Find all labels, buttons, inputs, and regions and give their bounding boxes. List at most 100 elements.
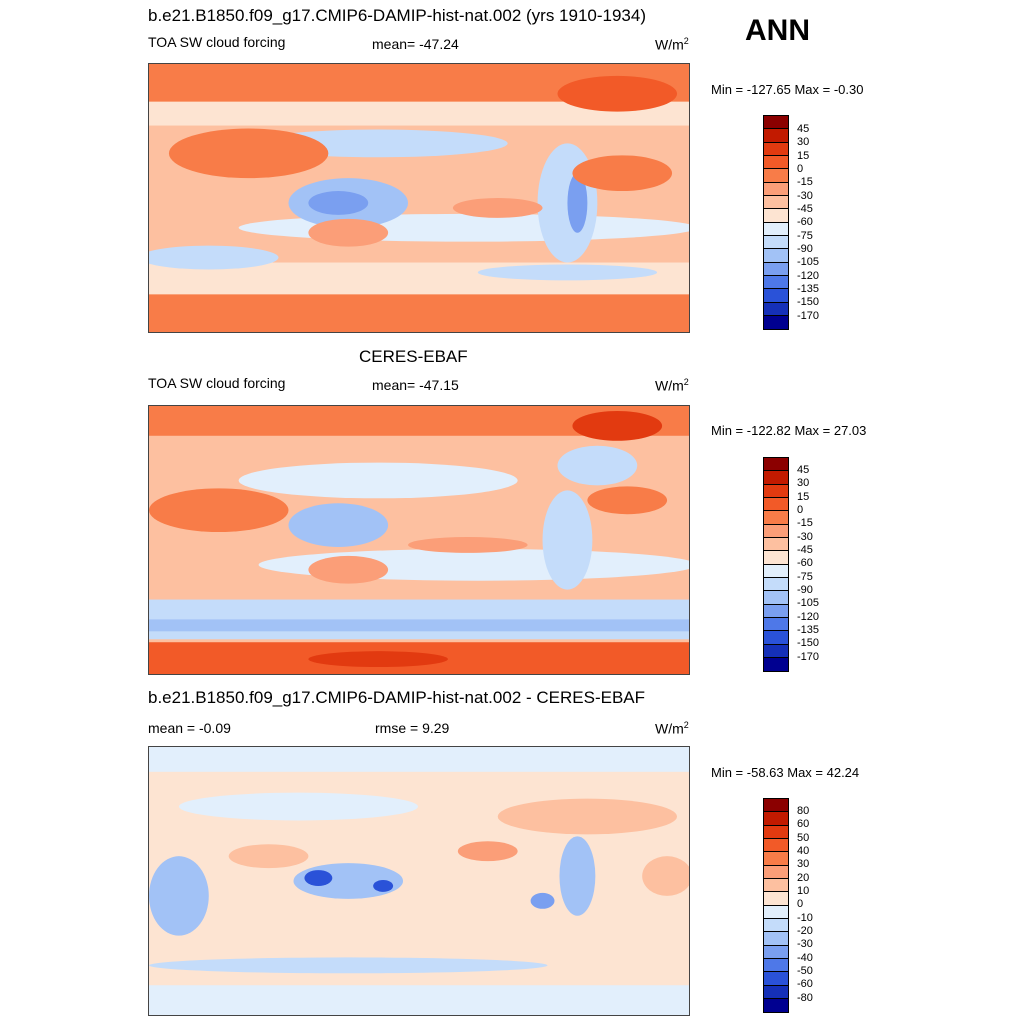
panel1-colorbar (763, 115, 789, 331)
colorbar-swatch (764, 918, 788, 933)
colorbar-tick-label: 40 (797, 845, 810, 857)
colorbar-swatch (764, 275, 788, 290)
colorbar-swatch (764, 812, 788, 826)
colorbar-swatch (764, 169, 788, 183)
panel3-colorbar (763, 798, 789, 1014)
colorbar-swatch (764, 524, 788, 538)
colorbar-swatch (764, 985, 788, 999)
colorbar-swatch (764, 892, 788, 906)
panel3-title: b.e21.B1850.f09_g17.CMIP6-DAMIP-hist-nat… (148, 688, 646, 707)
colorbar-tick-label: -150 (797, 296, 820, 308)
colorbar-tick-label: -90 (797, 584, 813, 596)
panel3-units: W/m2 (655, 720, 689, 737)
panel1-mean-label: mean= -47.24 (372, 36, 459, 52)
colorbar-swatch (764, 458, 788, 472)
colorbar-tick-label: -75 (797, 571, 813, 583)
colorbar-swatch (764, 564, 788, 578)
colorbar-tick-label: -105 (797, 256, 820, 268)
colorbar-swatch (764, 235, 788, 250)
colorbar-tick-label: -120 (797, 611, 820, 623)
colorbar-tick-label: 15 (797, 491, 810, 503)
colorbar-swatch (764, 497, 788, 512)
colorbar-swatch (764, 551, 788, 565)
colorbar-swatch (764, 471, 788, 485)
colorbar-tick-label: 45 (797, 123, 810, 135)
colorbar-swatch (764, 932, 788, 946)
colorbar-tick-label: -170 (797, 310, 820, 322)
panel2-units: W/m2 (655, 377, 689, 394)
panel2-minmax: Min = -122.82 Max = 27.03 (711, 423, 867, 438)
colorbar-swatch (764, 222, 788, 236)
colorbar-tick-label: -150 (797, 637, 820, 649)
season-label: ANN (745, 14, 810, 47)
colorbar-swatch (764, 182, 788, 196)
colorbar-swatch (764, 315, 788, 330)
colorbar-tick-label: 20 (797, 872, 810, 884)
colorbar-swatch (764, 262, 788, 276)
panel2-title: CERES-EBAF (359, 347, 468, 366)
colorbar-swatch (764, 878, 788, 893)
panel1-map (148, 63, 690, 333)
panel3-rmse-label: rmse = 9.29 (375, 720, 450, 736)
colorbar-swatch (764, 644, 788, 658)
colorbar-swatch (764, 249, 788, 263)
colorbar-swatch (764, 289, 788, 303)
colorbar-tick-label: -60 (797, 978, 813, 990)
colorbar-tick-label: -80 (797, 992, 813, 1004)
colorbar-tick-label: -60 (797, 216, 813, 228)
colorbar-tick-label: 0 (797, 504, 804, 516)
panel1-minmax: Min = -127.65 Max = -0.30 (711, 82, 864, 97)
panel1-units: W/m2 (655, 36, 689, 53)
colorbar-swatch (764, 905, 788, 919)
panel2-colorbar (763, 457, 789, 673)
colorbar-tick-label: -20 (797, 925, 813, 937)
colorbar-tick-label: -135 (797, 624, 820, 636)
colorbar-tick-label: -15 (797, 517, 813, 529)
colorbar-tick-label: -170 (797, 651, 820, 663)
colorbar-swatch (764, 537, 788, 552)
colorbar-tick-label: -45 (797, 544, 813, 556)
colorbar-tick-label: -60 (797, 557, 813, 569)
colorbar-swatch (764, 657, 788, 672)
colorbar-swatch (764, 155, 788, 170)
panel3-mean-label: mean = -0.09 (148, 720, 231, 736)
colorbar-tick-label: 80 (797, 805, 810, 817)
colorbar-swatch (764, 838, 788, 853)
colorbar-tick-label: -30 (797, 938, 813, 950)
colorbar-tick-label: 0 (797, 163, 804, 175)
colorbar-swatch (764, 799, 788, 813)
colorbar-swatch (764, 116, 788, 130)
colorbar-swatch (764, 591, 788, 605)
panel3-minmax: Min = -58.63 Max = 42.24 (711, 765, 860, 780)
colorbar-tick-label: 15 (797, 150, 810, 162)
colorbar-swatch (764, 617, 788, 632)
colorbar-tick-label: -15 (797, 176, 813, 188)
colorbar-tick-label: 0 (797, 898, 804, 910)
panel2-map (148, 405, 690, 675)
colorbar-swatch (764, 195, 788, 210)
colorbar-swatch (764, 945, 788, 959)
panel1-title: b.e21.B1850.f09_g17.CMIP6-DAMIP-hist-nat… (148, 6, 646, 25)
colorbar-tick-label: -45 (797, 203, 813, 215)
colorbar-swatch (764, 852, 788, 866)
colorbar-swatch (764, 998, 788, 1013)
panel3-map (148, 746, 690, 1016)
colorbar-tick-label: -120 (797, 270, 820, 282)
colorbar-tick-label: 30 (797, 136, 810, 148)
colorbar-swatch (764, 484, 788, 498)
colorbar-swatch (764, 577, 788, 592)
colorbar-tick-label: 30 (797, 477, 810, 489)
colorbar-swatch (764, 972, 788, 986)
colorbar-tick-label: 60 (797, 818, 810, 830)
colorbar-swatch (764, 142, 788, 156)
colorbar-tick-label: 45 (797, 464, 810, 476)
colorbar-swatch (764, 958, 788, 973)
colorbar-tick-label: -75 (797, 230, 813, 242)
panel2-mean-label: mean= -47.15 (372, 377, 459, 393)
colorbar-swatch (764, 209, 788, 223)
colorbar-tick-label: -50 (797, 965, 813, 977)
colorbar-swatch (764, 511, 788, 525)
colorbar-tick-label: -105 (797, 597, 820, 609)
colorbar-tick-label: -135 (797, 283, 820, 295)
colorbar-swatch (764, 865, 788, 879)
